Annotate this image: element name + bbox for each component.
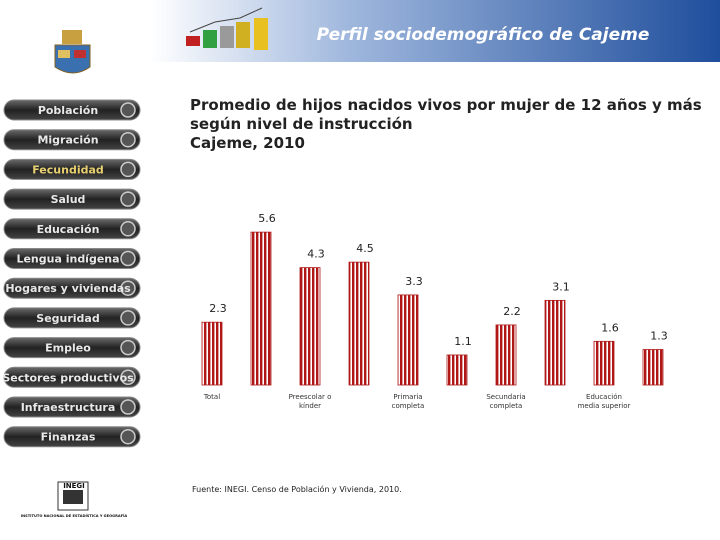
menu-button-knob	[120, 280, 136, 296]
menu-label[interactable]: Educación	[37, 223, 100, 236]
value-label: 1.6	[601, 321, 619, 334]
coat-of-arms	[54, 30, 91, 74]
chart-icon	[186, 7, 268, 50]
menu-label[interactable]: Sectores productivos	[2, 371, 134, 384]
menu-button-knob	[120, 399, 136, 415]
value-label: 2.3	[209, 302, 227, 315]
menu-button[interactable]	[3, 188, 141, 210]
x-tick-label: Preescolar o kínder	[288, 393, 332, 410]
menu-label[interactable]: Empleo	[45, 342, 91, 355]
value-label: 3.1	[552, 280, 570, 293]
x-tick-label: Total	[203, 393, 221, 401]
bar	[593, 340, 615, 386]
logo-name: INEGI	[63, 482, 85, 490]
source: Fuente: INEGI. Censo de Población y Vivi…	[192, 485, 402, 494]
x-tick-label: Primaria completa	[391, 393, 425, 410]
menu-button-knob	[120, 369, 136, 386]
menu-button[interactable]	[3, 277, 141, 299]
menu-label[interactable]: Lengua indígena	[16, 253, 119, 266]
menu-button[interactable]	[3, 99, 141, 121]
menu-button[interactable]	[3, 129, 141, 151]
bar	[201, 321, 223, 386]
menu-label[interactable]: Infraestructura	[21, 401, 116, 414]
value-label: 3.3	[405, 275, 423, 288]
menu-button-knob	[120, 310, 136, 326]
menu-button-knob	[120, 161, 136, 178]
menu-button-knob	[120, 250, 136, 267]
menu-button[interactable]	[3, 337, 141, 359]
value-label: 5.6	[258, 212, 276, 225]
menu-button-knob	[120, 339, 136, 356]
menu-button-knob	[120, 221, 136, 237]
menu-button-knob	[120, 102, 136, 118]
menu-button[interactable]	[3, 158, 141, 180]
x-tick-label: Educación media superior	[577, 393, 631, 410]
menu-button[interactable]	[3, 396, 141, 418]
menu-button[interactable]	[3, 307, 141, 329]
x-tick-label: Secundaria completa	[486, 393, 526, 410]
logo-subtitle: INSTITUTO NACIONAL DE ESTADÍSTICA Y GEOG…	[21, 513, 128, 518]
menu-label[interactable]: Población	[38, 104, 98, 117]
menu-label[interactable]: Salud	[51, 193, 86, 206]
menu-label[interactable]: Migración	[37, 134, 98, 147]
menu-button[interactable]	[3, 366, 141, 388]
bar	[397, 294, 419, 386]
bar	[495, 324, 517, 386]
menu-button[interactable]	[3, 218, 141, 240]
menu-button-knob	[120, 191, 136, 207]
value-label: 4.3	[307, 248, 325, 261]
menu-label[interactable]: Fecundidad	[32, 163, 104, 176]
menu-button[interactable]	[3, 426, 141, 448]
menu-label[interactable]: Seguridad	[36, 312, 99, 325]
value-label: 1.3	[650, 330, 668, 343]
value-label: 1.1	[454, 335, 472, 348]
bar	[299, 267, 321, 386]
chart-title: Promedio de hijos nacidos vivos por muje…	[190, 96, 702, 152]
menu-button[interactable]	[3, 248, 141, 269]
bar	[642, 349, 664, 386]
value-label: 4.5	[356, 242, 374, 255]
menu-button-knob	[120, 428, 136, 445]
menu-button-knob	[120, 131, 136, 148]
bar	[544, 299, 566, 386]
header-title: Perfil sociodemográfico de Cajeme	[317, 25, 650, 45]
bar	[348, 261, 370, 386]
inegi-logo	[57, 481, 89, 511]
menu-label[interactable]: Finanzas	[41, 431, 96, 444]
menu-label[interactable]: Hogares y viviendas	[5, 282, 131, 295]
value-label: 2.2	[503, 305, 521, 318]
bar	[446, 354, 468, 386]
bar	[250, 231, 272, 386]
